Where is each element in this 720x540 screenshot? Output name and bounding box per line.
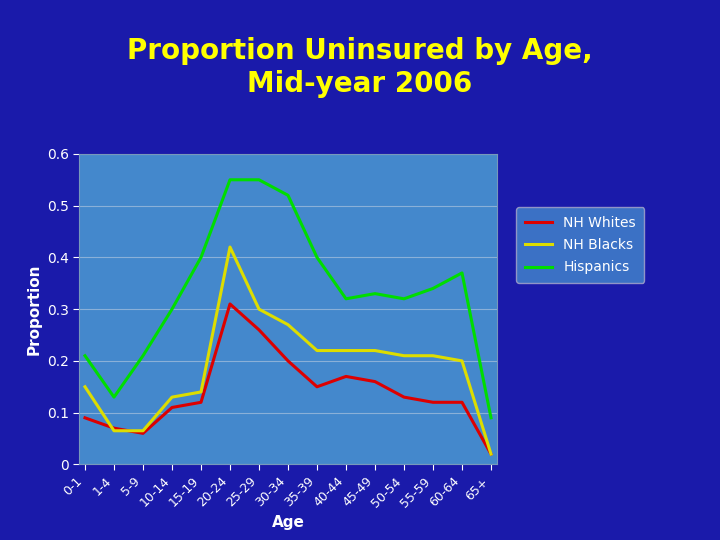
Text: Proportion Uninsured by Age,
Mid-year 2006: Proportion Uninsured by Age, Mid-year 20… [127,37,593,98]
Legend: NH Whites, NH Blacks, Hispanics: NH Whites, NH Blacks, Hispanics [516,207,644,283]
X-axis label: Age: Age [271,515,305,530]
Y-axis label: Proportion: Proportion [26,264,41,355]
